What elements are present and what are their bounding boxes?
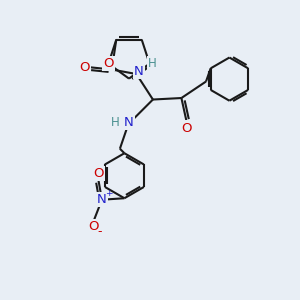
Text: -: -: [98, 225, 102, 238]
Text: N: N: [97, 193, 107, 206]
Text: O: O: [80, 61, 90, 74]
Text: O: O: [182, 122, 192, 134]
Text: H: H: [148, 57, 156, 70]
Text: O: O: [88, 220, 99, 233]
Text: N: N: [124, 116, 134, 129]
Text: O: O: [93, 167, 104, 180]
Text: +: +: [105, 189, 112, 198]
Text: N: N: [134, 65, 144, 78]
Text: H: H: [111, 116, 120, 129]
Text: O: O: [103, 57, 114, 70]
